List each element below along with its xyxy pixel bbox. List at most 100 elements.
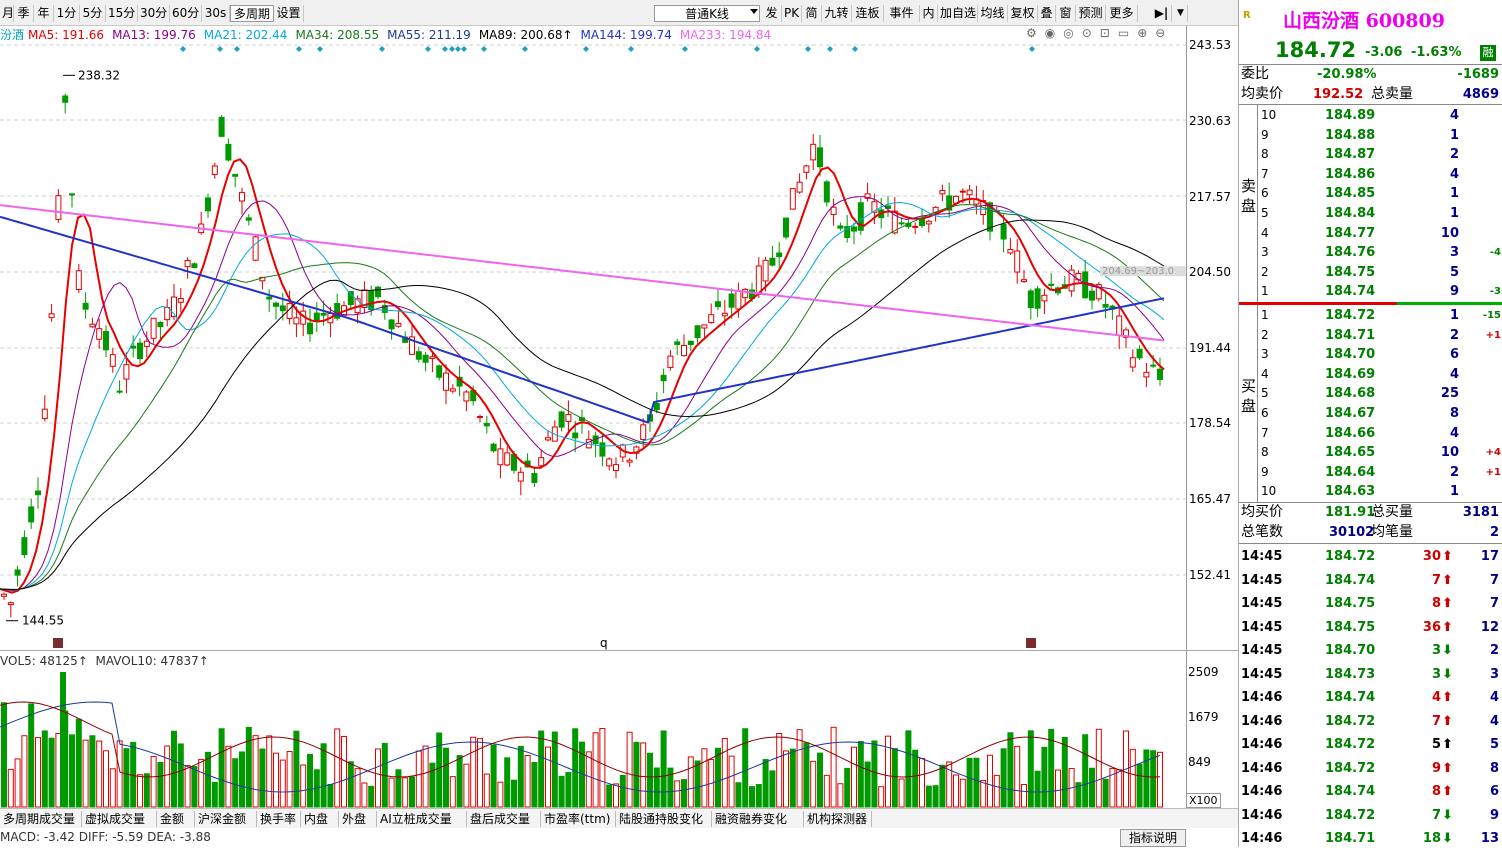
tool-btn-0[interactable]: 发 (762, 5, 782, 22)
candle-body (103, 330, 109, 351)
gear-icon[interactable]: ⚙ (1026, 26, 1045, 40)
target-icon[interactable]: ◉ (1044, 26, 1064, 40)
tick-count: 9 (1489, 807, 1499, 823)
volume-bar (75, 718, 82, 808)
tool-btn-2[interactable]: 简 (802, 5, 822, 22)
candle-body (123, 364, 130, 380)
indicator-tab-9[interactable]: 市盈率(ttm) (541, 811, 616, 827)
sell-side-label: 卖盘 (1241, 176, 1256, 216)
volume-bar (538, 730, 545, 808)
indicator-tab-8[interactable]: 盘后成交量 (467, 811, 541, 827)
signal-diamond-icon (1029, 46, 1035, 52)
trash-icon[interactable]: ⊡ (1099, 26, 1118, 40)
period-tab-1[interactable]: 季 (14, 5, 34, 22)
volume-chart[interactable] (0, 670, 1186, 808)
candle-body (987, 202, 993, 232)
indicator-tab-3[interactable]: 沪深金额 (195, 811, 257, 827)
volume-bar (701, 748, 708, 808)
tool-btn-13[interactable]: 更多 (1106, 5, 1138, 22)
volume-bar (388, 777, 395, 808)
volume-bar (633, 741, 640, 808)
volume-bar (939, 764, 946, 808)
period-toolbar: 月季年 1分 5分 15分 30分 60分 30s 多周期 设置 普通K线发 PK 简九转 连板 事件内加… (0, 0, 1238, 26)
eye-icon[interactable]: ◎ (1063, 26, 1082, 40)
kline-type-select[interactable]: 普通K线 (654, 5, 760, 22)
tool-btn-8[interactable]: 均线 (978, 5, 1008, 22)
tool-btn-6[interactable]: 内 (920, 5, 938, 22)
sell-volume: 1 (1449, 127, 1459, 143)
tick-time: 14:45 (1241, 666, 1283, 682)
indicator-tab-0[interactable]: 多周期成交量 (0, 811, 82, 827)
tool-btn-7[interactable]: 加自选 (940, 5, 978, 22)
tool-btn-5[interactable]: 事件 (884, 5, 920, 22)
tool-btn-11[interactable]: 窗 (1056, 5, 1076, 22)
tool-btn-3[interactable]: 九转 (822, 5, 852, 22)
tick-count: 4 (1489, 690, 1499, 705)
window-icon[interactable]: ▭ (1117, 26, 1138, 40)
lock-icon[interactable]: ⊙ (1081, 26, 1100, 40)
candle-body (613, 464, 619, 471)
indicator-tab-11[interactable]: 融资融券变化 (712, 811, 804, 827)
tick-time: 14:46 (1241, 690, 1283, 705)
period-tab-0[interactable]: 月 (2, 5, 15, 22)
tool-btn-4[interactable]: 连板 (852, 5, 884, 22)
candle-body (477, 415, 483, 418)
indicator-tab-2[interactable]: 金额 (157, 811, 195, 827)
kline-chart[interactable]: 238.32 144.55 q 204.69~203.0 (0, 44, 1186, 650)
indicator-tab-4[interactable]: 换手率 (257, 811, 301, 827)
tick-volume: 7 (1431, 713, 1441, 729)
plus-icon[interactable]: ⊕ (1137, 26, 1156, 40)
minus-icon[interactable]: ⊖ (1155, 26, 1174, 40)
indicator-tab-7[interactable]: AI立桩成交量 (377, 811, 467, 827)
indicator-tab-5[interactable]: 内盘 (301, 811, 339, 827)
indicator-help-button[interactable]: 指标说明 (1120, 829, 1186, 847)
period-tab-10[interactable]: 设置 (274, 5, 304, 22)
tick-count: 17 (1480, 549, 1499, 564)
volume-bar (41, 730, 48, 808)
avg-deal-value: 2 (1489, 525, 1499, 540)
period-tab-2[interactable]: 年 (34, 5, 54, 22)
total-sell-value: 4869 (1462, 87, 1499, 102)
tick-count: 7 (1489, 596, 1499, 611)
buy-level: 5 (1261, 386, 1269, 401)
tool-btn-1[interactable]: PK (782, 5, 802, 22)
indicator-tab-10[interactable]: 陆股通持股变化 (616, 811, 712, 827)
period-tab-4[interactable]: 5分 (80, 5, 106, 22)
candle-body (1123, 329, 1129, 338)
candle-body (1089, 290, 1095, 301)
candle-body (572, 432, 579, 439)
tool-btn-10[interactable]: 叠 (1038, 5, 1056, 22)
volume-bar (415, 750, 422, 808)
volume-bar (1102, 778, 1109, 808)
sell-row: 6 184.85 1 (1239, 184, 1502, 203)
volume-tick: 2509 (1188, 665, 1219, 679)
period-tab-3[interactable]: 1分 (54, 5, 80, 22)
period-tab-6[interactable]: 30分 (138, 5, 170, 22)
arrow-up-icon: ⬆ (1442, 572, 1453, 588)
sell-level: 6 (1261, 186, 1269, 201)
volume-bar (517, 745, 524, 808)
sell-volume: 1 (1449, 206, 1459, 221)
collapse-icon[interactable]: ▶| (1152, 5, 1172, 22)
candle-body (1000, 223, 1007, 240)
volume-bar (1150, 750, 1157, 808)
indicator-tab-1[interactable]: 虚拟成交量 (82, 811, 157, 827)
indicator-tab-12[interactable]: 机构探测器 (804, 811, 872, 827)
tick-price: 184.74 (1325, 572, 1376, 588)
period-tab-7[interactable]: 60分 (170, 5, 202, 22)
tool-btn-9[interactable]: 复权 (1008, 5, 1038, 22)
volume-bar (1116, 769, 1123, 808)
indicator-tab-6[interactable]: 外盘 (339, 811, 377, 827)
candle-body (1095, 284, 1102, 300)
period-tab-9[interactable]: 多周期 (230, 5, 274, 22)
candle-body (776, 252, 783, 258)
tool-btn-12[interactable]: 预测 (1076, 5, 1106, 22)
period-tab-8[interactable]: 30s (202, 5, 230, 22)
volume-bar (524, 755, 531, 808)
candle-body (14, 569, 21, 576)
period-tab-5[interactable]: 15分 (106, 5, 138, 22)
candle-body (1007, 249, 1014, 254)
chevron-down-icon[interactable]: ▼ (1174, 5, 1188, 22)
sell-price: 184.87 (1325, 147, 1376, 163)
tick-price: 184.74 (1325, 784, 1376, 799)
